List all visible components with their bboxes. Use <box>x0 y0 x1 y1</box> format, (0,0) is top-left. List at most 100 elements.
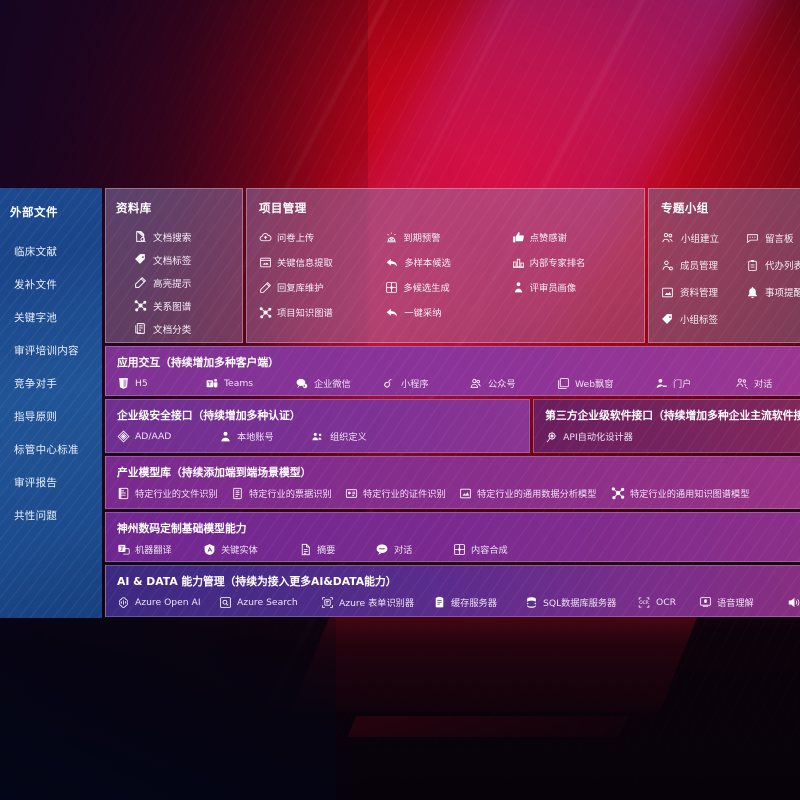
project-item-reply-library-maintain[interactable]: 回复库维护 <box>259 275 383 299</box>
app-interaction-band: 应用交互（持续增加多种客户端） H5 Teams 企业微信 <box>105 346 800 396</box>
project-item-label: 关键信息提取 <box>277 258 333 269</box>
chip-web-float[interactable]: Web飘窗 <box>557 376 655 390</box>
svg-text:OCR: OCR <box>639 600 648 606</box>
chip-teams[interactable]: Teams <box>205 377 295 390</box>
library-item-document-tag[interactable]: 文档标签 <box>116 248 234 271</box>
chip-receipt-recognition[interactable]: 特定行业的票据识别 <box>231 486 345 500</box>
sidebar-item-clinical-literature[interactable]: 临床文献 <box>14 246 58 258</box>
project-item-multi-sample-candidate[interactable]: 多样本候选 <box>385 250 509 274</box>
chip-dialogue[interactable]: 对话 <box>735 376 800 390</box>
chip-label: 摘要 <box>317 545 336 556</box>
library-panel: 资料库 文档搜索 文档标签 高亮提示 关系图谱 <box>105 188 243 343</box>
project-item-reviewer-portrait[interactable]: 评审员画像 <box>512 275 636 299</box>
team-item-label: 成员管理 <box>680 261 719 272</box>
sidebar-item-common-issues[interactable]: 共性问题 <box>14 510 58 522</box>
sidebar-item-keyword-pool[interactable]: 关键字池 <box>14 312 58 324</box>
chip-file-recognition[interactable]: 特定行业的文件识别 <box>117 486 231 500</box>
chip-portal[interactable]: 门户 <box>655 376 735 390</box>
chip-data-analysis-model[interactable]: 特定行业的通用数据分析模型 <box>459 486 611 500</box>
library-item-relation-graph[interactable]: 关系图谱 <box>116 294 234 317</box>
chip-h5[interactable]: H5 <box>117 377 205 390</box>
thumbs-up-icon <box>512 231 525 244</box>
chip-label: H5 <box>135 377 148 389</box>
sidebar-item-standards-center[interactable]: 标管中心标准 <box>14 444 79 456</box>
chip-sql-database[interactable]: SQL数据库服务器 <box>525 595 637 609</box>
project-item-expiry-alert[interactable]: 到期预警 <box>385 225 509 249</box>
translate-icon <box>117 543 130 556</box>
project-item-one-click-adopt[interactable]: 一键采纳 <box>385 300 509 324</box>
chip-dialogue[interactable]: 对话 <box>375 542 453 556</box>
project-item-key-info-extract[interactable]: 关键信息提取 <box>259 250 383 274</box>
chip-org-define[interactable]: 组织定义 <box>311 429 403 443</box>
team-item-member-manage[interactable]: 成员管理 <box>661 252 746 278</box>
project-item-label: 内部专家排名 <box>529 258 586 269</box>
chip-cache-server[interactable]: 缓存服务器 <box>433 595 525 609</box>
library-item-label: 关系图谱 <box>153 301 192 313</box>
sidebar-item-competitors[interactable]: 竞争对手 <box>14 378 58 390</box>
chip-knowledge-graph-model[interactable]: 特定行业的通用知识图谱模型 <box>611 486 763 500</box>
chip-ad-aad[interactable]: AD/AAD <box>117 430 219 443</box>
api-gear-icon <box>545 430 558 443</box>
chip-speech-understanding[interactable]: 语音理解 <box>699 595 787 609</box>
chip-label: 本地账号 <box>237 432 274 443</box>
team-item-event-reminder[interactable]: 事项提醒 <box>746 279 800 305</box>
team-item-material-manage[interactable]: 资料管理 <box>661 279 746 305</box>
library-item-highlight[interactable]: 高亮提示 <box>116 271 234 294</box>
library-item-label: 文档标签 <box>153 255 192 267</box>
alarm-warning-icon <box>385 231 398 244</box>
bell-icon <box>746 286 759 299</box>
model-library-title: 产业模型库（持续添加端到端场景模型） <box>117 466 312 479</box>
interfaces-row: 企业级安全接口（持续增加多种认证） AD/AAD 本地账号 组织定义 <box>105 399 800 453</box>
team-item-message-board[interactable]: 留言板 <box>746 225 800 251</box>
clipboard-list-icon <box>746 259 759 272</box>
project-item-label: 多候选生成 <box>403 283 450 294</box>
azure-search-icon <box>219 596 232 609</box>
project-item-questionnaire-upload[interactable]: 问卷上传 <box>259 225 383 249</box>
chip-azure-search[interactable]: Azure Search <box>219 596 321 609</box>
chip-label: 内容合成 <box>471 545 508 556</box>
chip-form-recognizer[interactable]: Azure 表单识别器 <box>321 595 433 609</box>
team-item-label: 留言板 <box>765 234 794 245</box>
chip-azure-openai[interactable]: Azure Open AI <box>117 596 219 609</box>
library-item-document-category[interactable]: 文档分类 <box>116 317 234 340</box>
sidebar-item-supplement-files[interactable]: 发补文件 <box>14 279 58 291</box>
ai-data-title: AI & DATA 能力管理（持续为接入更多AI&DATA能力） <box>117 575 397 588</box>
project-item-label: 多样本候选 <box>404 258 451 269</box>
chip-local-account[interactable]: 本地账号 <box>219 429 311 443</box>
chip-label: 关键实体 <box>221 545 258 556</box>
chip-label: Azure Search <box>237 596 298 608</box>
chip-official-account[interactable]: 公众号 <box>469 376 557 390</box>
chip-machine-translation[interactable]: 机器翻译 <box>117 542 203 556</box>
chip-content-synthesis[interactable]: 内容合成 <box>453 542 549 556</box>
team-item-create-group[interactable]: 小组建立 <box>661 225 746 251</box>
project-item-thanks-like[interactable]: 点赞感谢 <box>512 225 636 249</box>
team-item-group-tag[interactable]: 小组标签 <box>661 306 746 332</box>
chip-label: 特定行业的通用知识图谱模型 <box>630 489 750 500</box>
chip-api-designer[interactable]: API自动化设计器 <box>545 429 695 443</box>
team-item-label: 小组标签 <box>680 315 719 326</box>
chip-label: 机器翻译 <box>135 545 172 556</box>
sidebar-item-guiding-principles[interactable]: 指导原则 <box>14 411 58 423</box>
chip-wecom[interactable]: 企业微信 <box>295 376 383 390</box>
sidebar-item-review-training[interactable]: 审评培训内容 <box>14 345 79 357</box>
chip-summary[interactable]: 摘要 <box>299 542 375 556</box>
team-item-label: 事项提醒 <box>765 288 800 299</box>
org-define-icon <box>311 430 325 443</box>
dcits-base-model-band: 神州数码定制基础模型能力 机器翻译 关键实体 摘要 <box>105 512 800 562</box>
chip-id-card-recognition[interactable]: 特定行业的证件识别 <box>345 486 459 500</box>
project-item-knowledge-graph[interactable]: 项目知识图谱 <box>259 300 383 324</box>
chip-label: 小程序 <box>401 379 429 390</box>
chip-miniprogram[interactable]: 小程序 <box>383 376 469 390</box>
sidebar-item-review-report[interactable]: 审评报告 <box>14 477 58 489</box>
chip-ocr[interactable]: OCR OCR <box>637 596 699 609</box>
chip-label: Azure 表单识别器 <box>339 598 415 609</box>
chip-label: AD/AAD <box>135 430 172 442</box>
project-item-internal-expert-ranking[interactable]: 内部专家排名 <box>512 250 636 274</box>
chip-key-entity[interactable]: 关键实体 <box>203 542 299 556</box>
graph-network-icon <box>611 486 625 500</box>
chip-tts[interactable]: TTS <box>787 596 800 609</box>
security-title: 企业级安全接口（持续增加多种认证） <box>117 409 301 422</box>
project-item-multi-candidate-generate[interactable]: 多候选生成 <box>385 275 509 299</box>
team-item-todo-list[interactable]: 代办列表 <box>746 252 800 278</box>
library-item-document-search[interactable]: 文档搜索 <box>116 225 234 248</box>
